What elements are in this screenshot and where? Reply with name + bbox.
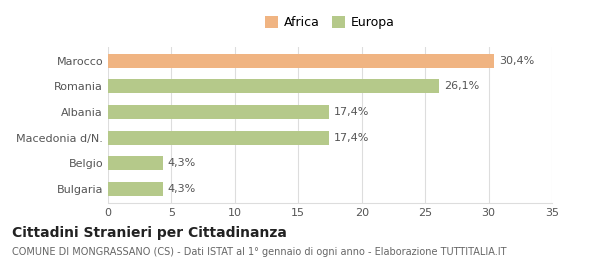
Bar — [108, 156, 163, 170]
Text: 4,3%: 4,3% — [167, 158, 196, 168]
Text: 4,3%: 4,3% — [167, 184, 196, 194]
Text: 17,4%: 17,4% — [334, 133, 369, 142]
Bar — [108, 182, 163, 196]
Bar — [108, 131, 329, 145]
Bar — [108, 54, 494, 68]
Bar — [108, 105, 329, 119]
Bar — [108, 80, 439, 94]
Text: COMUNE DI MONGRASSANO (CS) - Dati ISTAT al 1° gennaio di ogni anno - Elaborazion: COMUNE DI MONGRASSANO (CS) - Dati ISTAT … — [12, 247, 506, 257]
Legend: Africa, Europa: Africa, Europa — [260, 11, 400, 34]
Text: 17,4%: 17,4% — [334, 107, 369, 117]
Text: Cittadini Stranieri per Cittadinanza: Cittadini Stranieri per Cittadinanza — [12, 226, 287, 240]
Text: 26,1%: 26,1% — [444, 81, 479, 92]
Text: 30,4%: 30,4% — [499, 56, 534, 66]
